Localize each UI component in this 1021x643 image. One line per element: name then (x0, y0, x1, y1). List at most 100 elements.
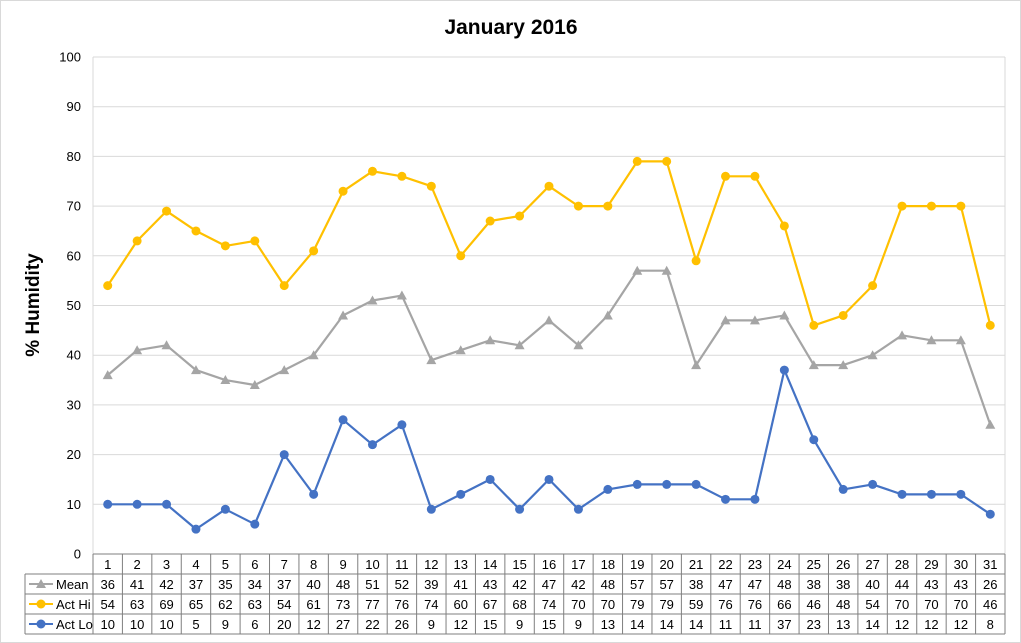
point-act-lo (191, 524, 201, 534)
data-label-act-hi: 74 (424, 597, 438, 612)
point-act-lo (926, 489, 936, 499)
point-act-hi (838, 310, 848, 320)
data-label-act-hi: 74 (542, 597, 556, 612)
data-label-mean: 38 (836, 577, 850, 592)
point-act-lo (426, 504, 436, 514)
data-label-mean: 40 (865, 577, 879, 592)
category-label: 17 (571, 557, 585, 572)
chart-title: January 2016 (444, 16, 577, 39)
y-tick-label: 50 (67, 298, 81, 313)
point-act-hi (897, 201, 907, 211)
point-mean (573, 340, 584, 350)
data-label-act-hi: 67 (483, 597, 497, 612)
point-act-lo (250, 519, 260, 529)
category-label: 5 (222, 557, 229, 572)
category-label: 18 (601, 557, 615, 572)
gridlines (92, 56, 1006, 555)
category-label: 12 (424, 557, 438, 572)
data-label-act-hi: 70 (895, 597, 909, 612)
data-label-mean: 35 (218, 577, 232, 592)
data-label-mean: 39 (424, 577, 438, 592)
category-label: 19 (630, 557, 644, 572)
point-mean (867, 350, 878, 360)
data-label-act-hi: 70 (601, 597, 615, 612)
data-label-mean: 47 (718, 577, 732, 592)
point-mean (161, 340, 172, 350)
y-tick-label: 20 (67, 447, 81, 462)
data-label-act-hi: 69 (159, 597, 173, 612)
data-label-mean: 34 (248, 577, 262, 592)
point-act-lo (367, 440, 377, 450)
point-act-lo (397, 420, 407, 430)
data-label-act-lo: 5 (192, 617, 199, 632)
point-act-lo (721, 494, 731, 504)
data-label-act-lo: 11 (748, 617, 762, 632)
point-act-lo (985, 509, 995, 519)
point-act-hi (103, 281, 113, 291)
data-label-act-lo: 27 (336, 617, 350, 632)
data-label-act-hi: 46 (807, 597, 821, 612)
point-act-hi (632, 156, 642, 166)
data-label-act-lo: 12 (306, 617, 320, 632)
point-mean (602, 310, 613, 320)
y-tick-label: 0 (74, 547, 81, 562)
data-label-act-hi: 60 (454, 597, 468, 612)
point-act-lo (603, 484, 613, 494)
data-label-mean: 51 (365, 577, 379, 592)
point-act-lo (573, 504, 583, 514)
series-line-mean (106, 269, 992, 426)
category-label: 14 (483, 557, 497, 572)
data-label-mean: 42 (512, 577, 526, 592)
data-label-act-hi: 54 (277, 597, 291, 612)
point-act-hi (191, 226, 201, 236)
legend-key-marker-act-lo (36, 619, 46, 629)
data-label-act-hi: 62 (218, 597, 232, 612)
data-label-mean: 42 (159, 577, 173, 592)
point-act-hi (926, 201, 936, 211)
point-mean (632, 265, 643, 275)
data-label-act-lo: 13 (601, 617, 615, 632)
point-act-lo (956, 489, 966, 499)
data-label-act-hi: 70 (954, 597, 968, 612)
data-label-act-hi: 63 (130, 597, 144, 612)
point-act-lo (279, 450, 289, 460)
data-label-mean: 44 (895, 577, 909, 592)
point-act-lo (868, 479, 878, 489)
point-act-hi (456, 251, 466, 261)
data-label-act-hi: 48 (836, 597, 850, 612)
category-label: 7 (281, 557, 288, 572)
data-label-mean: 38 (689, 577, 703, 592)
point-act-lo (779, 365, 789, 375)
category-label: 6 (251, 557, 258, 572)
point-act-hi (220, 241, 230, 251)
data-label-mean: 48 (336, 577, 350, 592)
category-label: 3 (163, 557, 170, 572)
point-mean (426, 355, 437, 365)
point-act-lo (662, 479, 672, 489)
data-label-mean: 43 (954, 577, 968, 592)
data-label-act-lo: 12 (954, 617, 968, 632)
data-label-act-lo: 23 (807, 617, 821, 632)
point-act-hi (515, 211, 525, 221)
point-act-hi (250, 236, 260, 246)
point-act-hi (132, 236, 142, 246)
point-act-lo (485, 474, 495, 484)
point-act-lo (809, 435, 819, 445)
data-label-mean: 41 (130, 577, 144, 592)
data-label-act-hi: 76 (748, 597, 762, 612)
point-mean (544, 315, 554, 325)
data-label-act-hi: 70 (924, 597, 938, 612)
data-label-mean: 47 (748, 577, 762, 592)
data-label-act-hi: 70 (571, 597, 585, 612)
point-mean (808, 360, 819, 370)
y-axis-label: % Humidity (23, 253, 44, 357)
category-label: 24 (777, 557, 791, 572)
point-mean (220, 375, 231, 385)
data-label-act-lo: 14 (630, 617, 644, 632)
legend-label-mean: Mean (56, 577, 89, 592)
data-label-act-hi: 79 (630, 597, 644, 612)
point-act-hi (309, 246, 319, 256)
point-act-hi (868, 281, 878, 291)
data-label-mean: 37 (189, 577, 203, 592)
